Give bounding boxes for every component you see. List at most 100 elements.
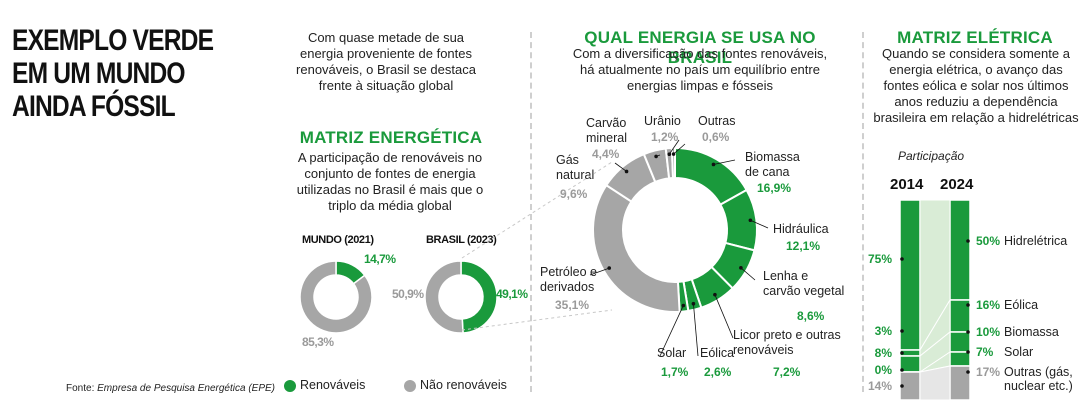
dot-2024-4 bbox=[966, 370, 970, 374]
leader-dot-5 bbox=[681, 303, 686, 308]
value-2014-4: 14% bbox=[868, 379, 892, 393]
legend-nao-renovaveis: Não renováveis bbox=[404, 378, 507, 392]
leader-line-1 bbox=[750, 219, 769, 229]
big-value-8: 4,4% bbox=[592, 147, 620, 161]
dot-2014-3 bbox=[900, 368, 904, 372]
brasil-gray-value: 50,9% bbox=[392, 287, 424, 301]
big-value-6: 35,1% bbox=[555, 298, 589, 312]
big-donut-leaders bbox=[589, 139, 769, 357]
dot-2014-0 bbox=[900, 257, 904, 261]
big-label-6: Petróleo e bbox=[540, 265, 597, 279]
big-label-2: carvão vegetal bbox=[763, 284, 844, 298]
dot-2024-3 bbox=[966, 350, 970, 354]
leader-dot-8 bbox=[654, 154, 658, 159]
big-label-4: Eólica bbox=[700, 346, 734, 360]
series-name-2: Biomassa bbox=[1004, 325, 1059, 339]
matriz-energetica-title: MATRIZ ENERGÉTICA bbox=[299, 128, 483, 147]
big-value-7: 9,6% bbox=[560, 187, 588, 201]
legend-gray-dot bbox=[404, 379, 416, 392]
year-2024: 2024 bbox=[940, 176, 974, 193]
value-2024-0: 50% bbox=[976, 234, 1000, 248]
mundo-nao-renovaveis-slice bbox=[299, 260, 373, 334]
value-2014-1: 3% bbox=[875, 324, 893, 338]
big-label-0: Biomassa bbox=[745, 150, 800, 164]
series-name-3: Solar bbox=[1004, 345, 1033, 359]
value-2014-3: 0% bbox=[875, 363, 893, 377]
big-label-6: derivados bbox=[540, 280, 594, 294]
leader-dot-7 bbox=[624, 169, 629, 174]
leader-dot-2 bbox=[739, 266, 743, 270]
dot-2024-0 bbox=[966, 239, 970, 243]
matriz-eletrica-text: Quando se considera somente a energia el… bbox=[873, 46, 1079, 125]
big-label-7: natural bbox=[556, 168, 594, 182]
big-label-10: Outras bbox=[698, 114, 736, 128]
leader-dot-1 bbox=[748, 218, 753, 223]
big-label-0: de cana bbox=[745, 165, 790, 179]
bar-2024-2 bbox=[949, 331, 971, 353]
big-label-5: Solar bbox=[657, 346, 686, 360]
legend-renovaveis: Renováveis bbox=[284, 378, 365, 392]
stacked-bars: 75% 50% Hidrelétrica 3% 16% Eólica 8% 10% Biomas… bbox=[868, 199, 1073, 400]
leader-line-9 bbox=[668, 139, 680, 155]
dot-2014-2 bbox=[900, 351, 904, 355]
bar-connector-4 bbox=[919, 365, 951, 400]
leader-line-10 bbox=[673, 143, 686, 155]
leader-line-5 bbox=[659, 305, 684, 357]
divider-right bbox=[862, 32, 864, 392]
mundo-donut bbox=[299, 260, 373, 334]
big-value-9: 1,2% bbox=[651, 130, 679, 144]
stacked-bars-group: 75% 50% Hidrelétrica 3% 16% Eólica 8% 10% Biomas… bbox=[868, 199, 1073, 400]
big-label-9: Urânio bbox=[644, 114, 681, 128]
leader-line-0 bbox=[713, 159, 736, 165]
leader-line-6 bbox=[589, 267, 610, 276]
big-value-0: 16,9% bbox=[757, 181, 791, 195]
big-value-3: 7,2% bbox=[773, 365, 801, 379]
value-2024-2: 10% bbox=[976, 325, 1000, 339]
big-label-2: Lenha e bbox=[763, 269, 808, 283]
brasil-donut bbox=[424, 260, 498, 334]
brasil-nao-renovaveis-slice bbox=[424, 260, 464, 334]
bar-2024-0 bbox=[949, 199, 971, 301]
matriz-energetica-text: A participação de renováveis no conjunto… bbox=[296, 150, 484, 213]
series-name-1: Eólica bbox=[1004, 298, 1038, 312]
intro-text: Com quase metade de sua energia provenie… bbox=[296, 30, 476, 93]
brasil-label: BRASIL (2023) bbox=[426, 234, 497, 246]
leader-dot-0 bbox=[711, 162, 716, 167]
big-value-10: 0,6% bbox=[702, 130, 730, 144]
value-2014-0: 75% bbox=[868, 252, 892, 266]
brasil-renovaveis-slice bbox=[460, 260, 498, 334]
dot-2024-2 bbox=[966, 330, 970, 334]
leader-dot-10 bbox=[671, 152, 676, 156]
series-name-4-cont: nuclear etc.) bbox=[1004, 379, 1073, 393]
value-2014-2: 8% bbox=[875, 346, 893, 360]
connector-lines bbox=[461, 161, 613, 331]
participacao-label: Participação bbox=[898, 149, 965, 163]
qual-energia-text: Com a diversificação das fontes renováve… bbox=[572, 46, 828, 93]
divider-left bbox=[530, 32, 532, 392]
qual-energia-title: QUAL ENERGIA SE USA NO BRASIL bbox=[584, 28, 816, 67]
big-value-4: 2,6% bbox=[704, 365, 732, 379]
value-2024-3: 7% bbox=[976, 345, 994, 359]
bar-2024-3 bbox=[949, 351, 971, 367]
matriz-eletrica-title: MATRIZ ELÉTRICA bbox=[897, 28, 1053, 47]
big-value-5: 1,7% bbox=[661, 365, 689, 379]
value-2024-4: 17% bbox=[976, 365, 1000, 379]
mundo-green-value: 14,7% bbox=[364, 252, 396, 266]
series-name-0: Hidrelétrica bbox=[1004, 234, 1067, 248]
brasil-green-value: 49,1% bbox=[496, 287, 528, 301]
leader-dot-6 bbox=[607, 266, 612, 270]
big-label-3: Licor preto e outras bbox=[733, 328, 841, 342]
series-name-4: Outras (gás, bbox=[1004, 365, 1073, 379]
big-label-3: renováveis bbox=[733, 343, 793, 357]
value-2024-1: 16% bbox=[976, 298, 1000, 312]
big-value-2: 8,6% bbox=[797, 309, 825, 323]
year-2014: 2014 bbox=[890, 176, 924, 193]
leader-line-7 bbox=[614, 162, 627, 172]
mundo-label: MUNDO (2021) bbox=[302, 234, 374, 246]
dot-2014-1 bbox=[900, 329, 904, 333]
leader-dot-3 bbox=[713, 292, 717, 297]
mundo-gray-value: 85,3% bbox=[302, 335, 334, 349]
source-note: Fonte: Empresa de Pesquisa Energética (E… bbox=[66, 383, 276, 394]
leader-line-2 bbox=[740, 267, 756, 281]
